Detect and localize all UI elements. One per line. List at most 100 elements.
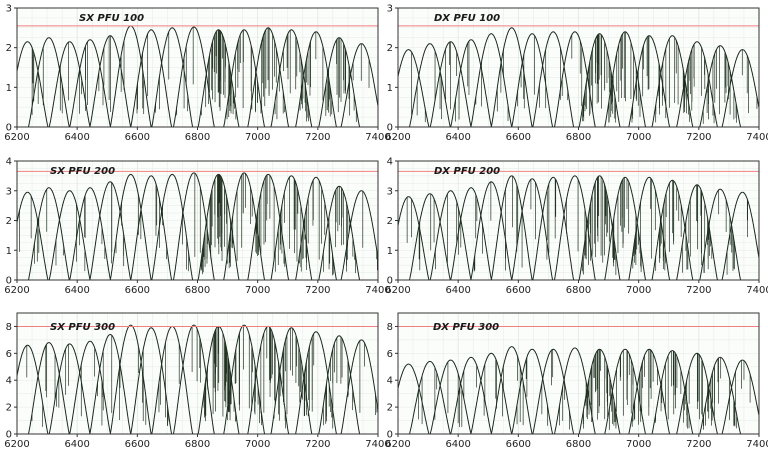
y-tick-label: 0	[387, 430, 393, 441]
x-tick-label: 7000	[245, 439, 270, 450]
spectral-order-4	[69, 340, 112, 435]
spectral-order-14	[676, 41, 718, 128]
spectral-order-8	[151, 173, 194, 281]
y-tick-label: 1	[6, 83, 12, 94]
spectral-order-4	[450, 187, 493, 281]
spectrum-series	[397, 175, 760, 281]
spectrum-series	[397, 27, 760, 128]
y-tick-label: 0	[387, 123, 393, 134]
spectral-order-6	[109, 173, 152, 281]
x-tick-label: 7400	[746, 439, 768, 450]
spectral-order-6	[109, 324, 152, 435]
spectral-order-1	[397, 363, 430, 435]
chart-panel-2: 6200 6400 6600 6800 7000 7200 7400 0 1 2 3 DX PFU 1…	[385, 4, 768, 144]
x-tick-label: 7000	[626, 285, 651, 296]
y-tick-label: 2	[387, 216, 393, 227]
spectral-order-3	[48, 41, 91, 128]
y-tick-label: 2	[387, 403, 393, 414]
panel-title: DX PFU 100	[434, 13, 500, 24]
x-tick-label: 6600	[125, 439, 150, 450]
spectral-order-2	[408, 43, 451, 128]
spectral-order-11	[604, 176, 647, 281]
spectral-order-9	[172, 26, 215, 128]
y-tick-label: 3	[387, 186, 393, 197]
spectral-order-12	[247, 27, 290, 128]
spectral-order-3	[429, 359, 472, 435]
x-tick-label: 6800	[185, 439, 210, 450]
spectral-order-7	[511, 178, 554, 281]
x-tick-label: 6800	[566, 439, 591, 450]
y-tick-label: 8	[387, 322, 393, 333]
x-tick-label: 6800	[185, 132, 210, 143]
spectral-order-3	[429, 190, 472, 281]
spectral-order-15	[699, 45, 742, 128]
spectral-order-8	[532, 31, 575, 128]
spectral-order-8	[151, 27, 194, 128]
x-tick-label: 6600	[506, 285, 531, 296]
spectral-order-2	[408, 193, 451, 281]
spectral-order-16	[721, 191, 760, 281]
x-tick-label: 7400	[746, 132, 768, 143]
x-tick-label: 6200	[385, 439, 410, 450]
x-tick-label: 6600	[506, 439, 531, 450]
x-tick-label: 7400	[746, 285, 768, 296]
spectral-order-3	[429, 41, 472, 128]
y-tick-label: 0	[6, 276, 12, 287]
y-tick-label: 4	[6, 376, 12, 387]
x-tick-label: 6400	[445, 439, 470, 450]
spectral-order-16	[340, 190, 379, 281]
spectral-order-12	[628, 348, 671, 435]
spectral-order-1	[397, 196, 430, 281]
y-tick-label: 4	[387, 376, 393, 387]
spectral-order-3	[48, 343, 91, 435]
x-tick-label: 6800	[566, 132, 591, 143]
x-tick-label: 6600	[125, 132, 150, 143]
x-tick-label: 7400	[365, 132, 390, 143]
x-tick-label: 6400	[445, 132, 470, 143]
panel-title: DX PFU 200	[434, 166, 500, 177]
x-tick-label: 6600	[125, 285, 150, 296]
spectral-order-1	[16, 41, 49, 128]
chart-panel-6: 6200 6400 6600 6800 7000 7200 7400 0 2 4 6 8 DX PFU …	[385, 312, 768, 450]
y-tick-label: 0	[6, 430, 12, 441]
x-tick-label: 7200	[686, 132, 711, 143]
spectrum-series	[16, 172, 379, 281]
spectral-order-6	[490, 175, 533, 281]
panel-title: SX PFU 300	[50, 322, 115, 333]
spectral-order-5	[470, 352, 513, 435]
x-tick-label: 7000	[626, 132, 651, 143]
x-tick-label: 6400	[64, 439, 89, 450]
spectral-order-2	[408, 360, 451, 435]
x-tick-label: 6200	[385, 285, 410, 296]
spectral-order-12	[628, 176, 671, 281]
spectral-order-5	[470, 181, 513, 281]
spectral-order-2	[27, 187, 70, 281]
x-tick-label: 7400	[365, 439, 390, 450]
spectral-order-13	[270, 29, 313, 128]
x-tick-label: 7200	[305, 132, 330, 143]
panel-title: SX PFU 100	[79, 13, 144, 24]
x-tick-label: 7000	[245, 132, 270, 143]
x-tick-label: 6800	[185, 285, 210, 296]
y-tick-label: 0	[6, 123, 12, 134]
y-tick-label: 2	[6, 403, 12, 414]
x-tick-label: 7000	[245, 285, 270, 296]
y-tick-label: 8	[6, 322, 12, 333]
spectral-order-11	[223, 324, 266, 435]
spectral-order-15	[699, 188, 742, 281]
spectral-order-10	[578, 348, 621, 435]
panel-title: DX PFU 300	[433, 322, 499, 333]
spectral-order-5	[470, 33, 513, 128]
y-tick-label: 0	[387, 276, 393, 287]
x-tick-label: 6200	[4, 439, 29, 450]
y-tick-label: 2	[6, 43, 12, 54]
spectral-order-16	[340, 43, 379, 128]
spectral-order-16	[340, 339, 379, 435]
y-tick-label: 6	[387, 349, 393, 360]
x-tick-label: 6200	[385, 132, 410, 143]
spectrum-series	[16, 25, 379, 128]
spectral-order-5	[89, 333, 132, 435]
